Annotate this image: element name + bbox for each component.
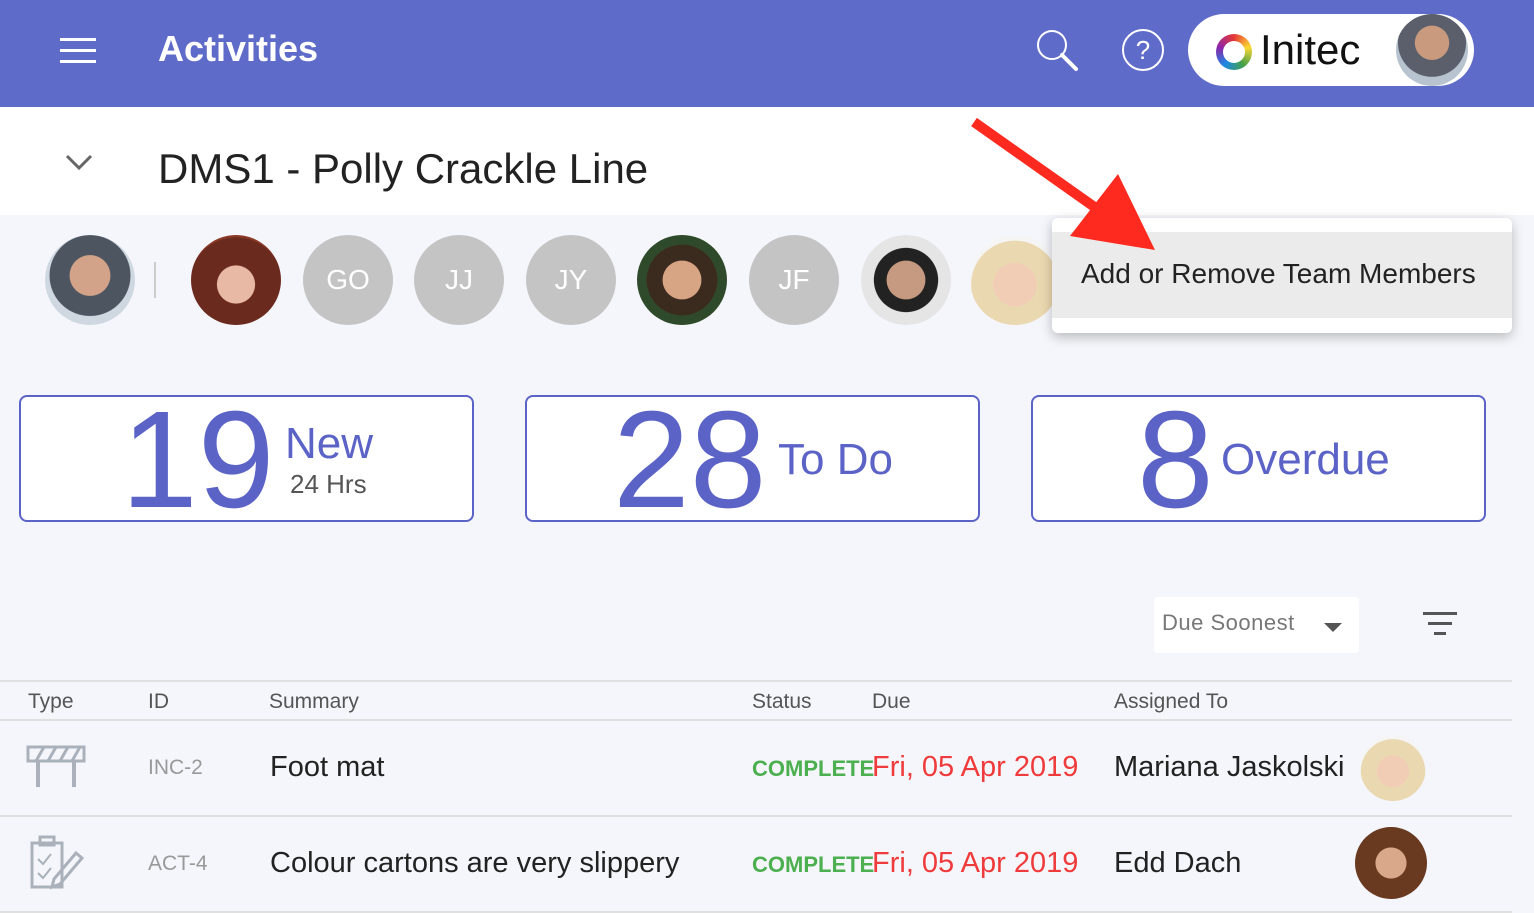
search-icon[interactable] xyxy=(1034,27,1080,73)
brand-name: Initec xyxy=(1260,26,1361,73)
stat-card-new[interactable]: 19 New 24 Hrs xyxy=(19,384,474,536)
svg-text:?: ? xyxy=(1136,35,1150,65)
team-avatar[interactable] xyxy=(45,235,135,325)
project-title: DMS1 - Polly Crackle Line xyxy=(158,145,649,192)
page-title: Activities xyxy=(158,28,319,69)
column-header[interactable]: ID xyxy=(148,690,169,713)
app-header: Activities ? Initec xyxy=(0,0,1534,107)
stat-sublabel: 24 Hrs xyxy=(290,469,367,499)
stat-value: 8 xyxy=(1137,383,1214,537)
column-header[interactable]: Assigned To xyxy=(1114,690,1229,713)
stat-value: 19 xyxy=(121,383,275,537)
status-badge: COMPLETE xyxy=(752,756,875,781)
activities-table: Type ID Summary Status Due Assigned To I… xyxy=(0,680,1512,913)
row-due: Fri, 05 Apr 2019 xyxy=(872,847,1079,879)
column-header[interactable]: Due xyxy=(872,690,911,713)
stat-label: New xyxy=(285,419,374,468)
add-remove-team-members-item[interactable]: Add or Remove Team Members xyxy=(1052,232,1512,318)
row-assignee: Mariana Jaskolski xyxy=(1114,751,1345,783)
menu-icon[interactable] xyxy=(60,38,96,64)
sort-select[interactable]: Due Soonest xyxy=(1154,597,1359,653)
stat-card-overdue[interactable]: 8 Overdue xyxy=(1031,384,1486,536)
row-assignee: Edd Dach xyxy=(1114,847,1242,879)
team-avatar[interactable] xyxy=(637,235,727,325)
stat-label: To Do xyxy=(778,435,893,484)
team-avatar[interactable] xyxy=(861,235,951,325)
team-avatar[interactable]: JY xyxy=(526,235,616,325)
row-id: INC-2 xyxy=(148,756,203,779)
annotation-arrow xyxy=(971,117,1155,250)
sort-value: Due Soonest xyxy=(1162,610,1295,635)
assignee-avatar xyxy=(1355,827,1427,899)
status-badge: COMPLETE xyxy=(752,852,875,877)
help-icon[interactable]: ? xyxy=(1121,28,1165,72)
row-summary[interactable]: Colour cartons are very slippery xyxy=(270,847,680,879)
column-header[interactable]: Type xyxy=(28,690,74,713)
chevron-down-icon[interactable] xyxy=(64,152,94,172)
team-avatar[interactable]: GO xyxy=(303,235,393,325)
stat-card-todo[interactable]: 28 To Do xyxy=(525,384,980,536)
row-summary[interactable]: Foot mat xyxy=(270,751,385,783)
team-avatar[interactable] xyxy=(191,235,281,325)
user-avatar[interactable] xyxy=(1396,14,1468,86)
row-due: Fri, 05 Apr 2019 xyxy=(872,751,1079,783)
team-avatar[interactable]: JJ xyxy=(414,235,504,325)
stat-value: 28 xyxy=(613,383,767,537)
column-header[interactable]: Status xyxy=(752,690,812,713)
table-row[interactable]: INC-2 Foot mat COMPLETE Fri, 05 Apr 2019… xyxy=(0,721,1512,817)
row-id: ACT-4 xyxy=(148,852,208,875)
project-bar: DMS1 - Polly Crackle Line xyxy=(0,107,1534,215)
brand-logo-icon xyxy=(1216,34,1252,70)
team-avatar[interactable]: JF xyxy=(749,235,839,325)
table-row[interactable]: ACT-4 Colour cartons are very slippery C… xyxy=(0,817,1512,913)
caret-down-icon xyxy=(1324,623,1342,632)
org-switcher[interactable]: Initec xyxy=(1188,14,1474,86)
filter-icon[interactable] xyxy=(1423,612,1457,642)
divider xyxy=(154,262,156,298)
stat-label: Overdue xyxy=(1221,435,1390,484)
column-header[interactable]: Summary xyxy=(269,690,359,713)
team-avatar[interactable] xyxy=(970,235,1060,325)
action-clipboard-icon xyxy=(30,835,85,890)
table-header: Type ID Summary Status Due Assigned To xyxy=(0,680,1512,721)
assignee-avatar xyxy=(1360,735,1426,801)
incident-barrier-icon xyxy=(26,745,86,787)
